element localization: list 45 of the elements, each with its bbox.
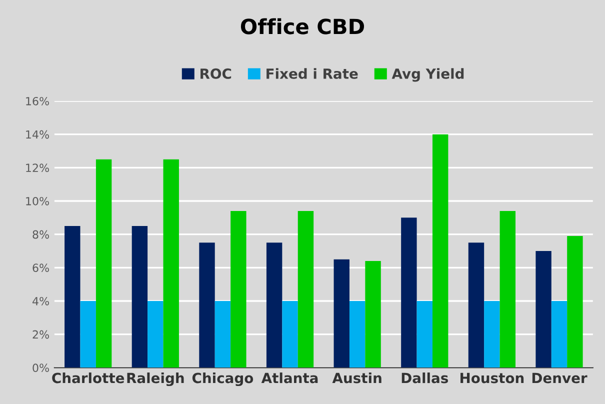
bar (484, 300, 500, 368)
x-tick-label: Raleigh (127, 372, 184, 386)
bar (432, 134, 448, 368)
bar (148, 300, 164, 368)
y-tick-label: 4% (32, 296, 49, 306)
x-tick-label: Dallas (402, 372, 448, 384)
bar (334, 259, 350, 368)
bar (199, 242, 215, 368)
bar (551, 300, 568, 368)
y-tick-label: 14% (26, 130, 49, 139)
y-tick-label: 0% (32, 364, 49, 372)
bar (266, 242, 282, 368)
y-tick-label: 2% (32, 330, 49, 339)
bar (365, 260, 381, 368)
bar (282, 300, 298, 368)
y-tick-label: 16% (26, 96, 49, 106)
x-tick-label: Chicago (192, 372, 254, 386)
bar (96, 159, 112, 368)
bar (132, 226, 148, 368)
bar (64, 226, 80, 368)
x-tick-label: Denver (532, 372, 588, 384)
chart-title: Office CBD (240, 18, 364, 34)
bar (468, 242, 484, 368)
bar (163, 159, 179, 368)
bar (536, 250, 552, 368)
y-tick-label: 6% (32, 264, 49, 272)
bar (567, 236, 583, 368)
legend-label: Avg Yield (392, 68, 464, 82)
legend-label: ROC (200, 68, 232, 79)
x-tick-label: Austin (332, 372, 382, 384)
bar (214, 300, 231, 368)
bar (401, 218, 417, 368)
y-tick-label: 8% (32, 230, 49, 239)
x-tick-label: Atlanta (261, 372, 318, 384)
bar (416, 300, 432, 368)
bar (80, 300, 96, 368)
legend-label: Fixed i Rate (266, 68, 358, 79)
x-tick-label: Houston (460, 372, 524, 384)
bar (349, 300, 366, 368)
y-tick-label: 12% (26, 164, 49, 172)
bar (298, 210, 314, 368)
y-tick-label: 10% (26, 196, 49, 206)
bar (230, 210, 246, 368)
bar (500, 210, 516, 368)
x-tick-label: Charlotte (52, 372, 124, 384)
